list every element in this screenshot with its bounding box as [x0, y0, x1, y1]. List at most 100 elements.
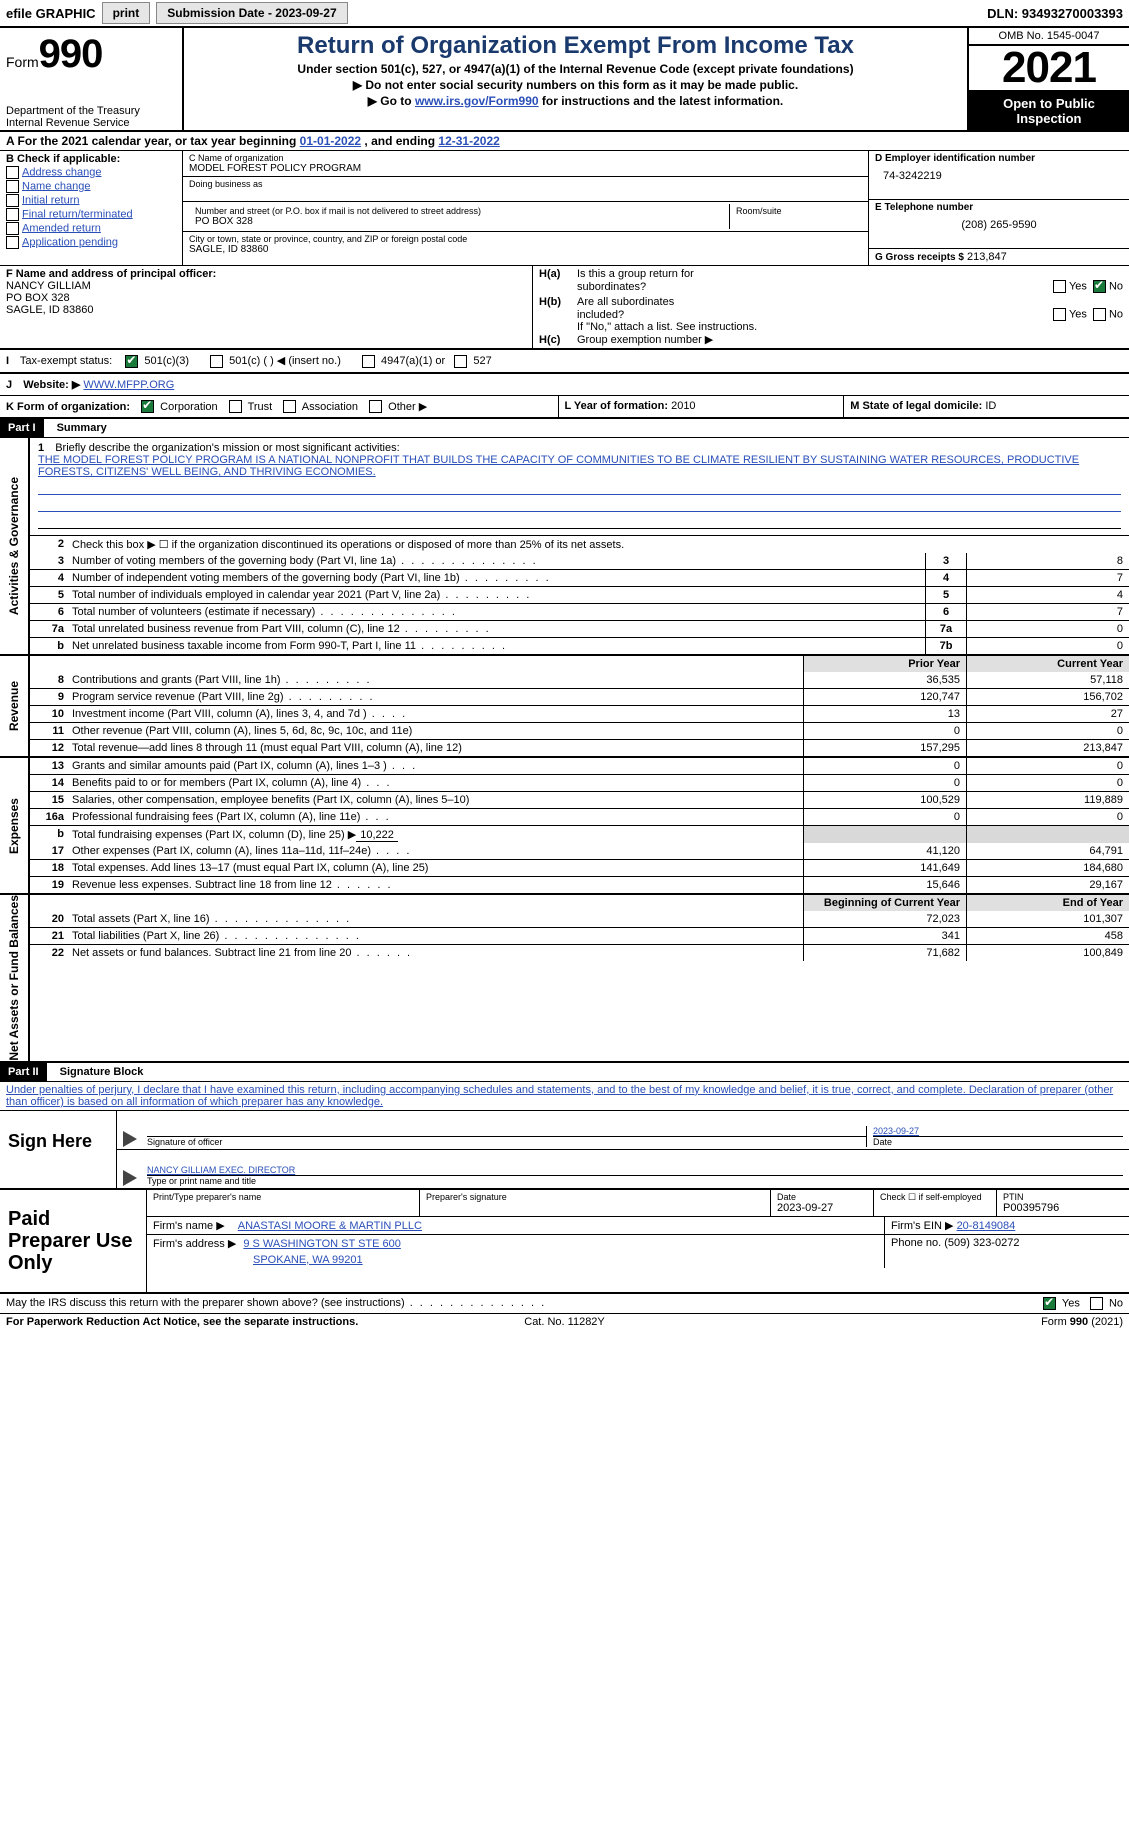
chk-501c[interactable] [210, 355, 223, 368]
prior-year-value: 0 [803, 758, 966, 774]
j-row: J Website: ▶ WWW.MFPP.ORG [0, 374, 1129, 396]
ha-no[interactable] [1093, 280, 1106, 293]
summary-net-assets: Net Assets or Fund Balances Beginning of… [0, 895, 1129, 1063]
summary-row: 18 Total expenses. Add lines 13–17 (must… [30, 859, 1129, 876]
room-suite: Room/suite [729, 204, 862, 229]
org-city: SAGLE, ID 83860 [189, 244, 862, 255]
summary-row: 5 Total number of individuals employed i… [30, 586, 1129, 603]
form-header: Form 990 Department of the Treasury Inte… [0, 28, 1129, 132]
current-year-value: 29,167 [966, 877, 1129, 893]
chk-application-pending[interactable] [6, 236, 19, 249]
summary-activities-governance: Activities & Governance 1 Briefly descri… [0, 438, 1129, 656]
discuss-yes[interactable] [1043, 1297, 1056, 1310]
chk-other[interactable] [369, 400, 382, 413]
current-year-value: 184,680 [966, 860, 1129, 876]
hb-no[interactable] [1093, 308, 1106, 321]
current-year-value: 213,847 [966, 740, 1129, 756]
ha-yes[interactable] [1053, 280, 1066, 293]
officer-name: NANCY GILLIAM [6, 280, 91, 292]
prior-year-value: 141,649 [803, 860, 966, 876]
part2-header-row: Part II Signature Block [0, 1063, 1129, 1082]
firm-name: ANASTASI MOORE & MARTIN PLLC [238, 1220, 422, 1232]
summary-row: 3 Number of voting members of the govern… [30, 553, 1129, 569]
summary-row: 6 Total number of volunteers (estimate i… [30, 603, 1129, 620]
chk-trust[interactable] [229, 400, 242, 413]
footer-form: Form 990 (2021) [605, 1316, 1123, 1328]
efile-label: efile GRAPHIC [6, 6, 96, 21]
officer-signature[interactable]: Signature of officer [147, 1122, 866, 1147]
print-button[interactable]: print [102, 2, 151, 24]
current-year-value: 57,118 [966, 672, 1129, 688]
sign-here-section: Sign Here Signature of officer 2023-09-2… [0, 1111, 1129, 1190]
discuss-with-preparer: May the IRS discuss this return with the… [0, 1294, 1129, 1314]
firm-addr2: SPOKANE, WA 99201 [253, 1254, 878, 1266]
prior-year-value: 0 [803, 775, 966, 791]
gross-receipts: 213,847 [967, 251, 1007, 263]
prior-year-value: 41,120 [803, 843, 966, 859]
chk-assoc[interactable] [283, 400, 296, 413]
current-year-value: 27 [966, 706, 1129, 722]
chk-4947[interactable] [362, 355, 375, 368]
box-c-name-address: C Name of organization MODEL FOREST POLI… [183, 151, 869, 265]
current-year-value: 0 [966, 723, 1129, 739]
part1-label: Part I [0, 419, 44, 437]
penalty-statement: Under penalties of perjury, I declare th… [0, 1082, 1129, 1111]
discuss-no[interactable] [1090, 1297, 1103, 1310]
form-title: Return of Organization Exempt From Incom… [190, 32, 961, 60]
entity-block: B Check if applicable: Address change Na… [0, 151, 1129, 266]
chk-initial-return[interactable] [6, 194, 19, 207]
firm-phone: (509) 323-0272 [944, 1237, 1019, 1249]
sign-date: 2023-09-27 Date [866, 1126, 1123, 1147]
current-year-value: 100,849 [966, 945, 1129, 961]
chk-final-return[interactable] [6, 208, 19, 221]
submission-date-button[interactable]: Submission Date - 2023-09-27 [156, 2, 347, 24]
summary-value: 7 [966, 604, 1129, 620]
line-a-tax-year: A For the 2021 calendar year, or tax yea… [0, 132, 1129, 151]
summary-row: 17 Other expenses (Part IX, column (A), … [30, 843, 1129, 859]
summary-value: 0 [966, 621, 1129, 637]
chk-527[interactable] [454, 355, 467, 368]
subtitle-goto: ▶ Go to www.irs.gov/Form990 for instruct… [190, 94, 961, 108]
prior-year-value: 341 [803, 928, 966, 944]
website-link[interactable]: WWW.MFPP.ORG [83, 379, 174, 391]
chk-address-change[interactable] [6, 166, 19, 179]
summary-row: 7a Total unrelated business revenue from… [30, 620, 1129, 637]
dept-treasury: Department of the Treasury [6, 105, 176, 117]
dept-irs: Internal Revenue Service [6, 117, 176, 129]
ein-value: 74-3242219 [875, 164, 1123, 182]
chk-name-change[interactable] [6, 180, 19, 193]
prior-year-value: 0 [803, 723, 966, 739]
prior-year-value: 36,535 [803, 672, 966, 688]
irs-form990-link[interactable]: www.irs.gov/Form990 [415, 94, 539, 108]
org-street: PO BOX 328 [195, 216, 723, 227]
prior-year-value: 157,295 [803, 740, 966, 756]
summary-row: 15 Salaries, other compensation, employe… [30, 791, 1129, 808]
summary-row: b Net unrelated business taxable income … [30, 637, 1129, 654]
summary-row: 10 Investment income (Part VIII, column … [30, 705, 1129, 722]
hb-yes[interactable] [1053, 308, 1066, 321]
form-number: 990 [39, 32, 103, 77]
prior-year-value: 15,646 [803, 877, 966, 893]
box-h-group: H(a) Is this a group return for subordin… [533, 266, 1129, 348]
chk-amended-return[interactable] [6, 222, 19, 235]
current-year-value: 64,791 [966, 843, 1129, 859]
current-year-value: 156,702 [966, 689, 1129, 705]
vtab-revenue: Revenue [0, 656, 30, 756]
prior-year-value: 13 [803, 706, 966, 722]
header-center: Return of Organization Exempt From Incom… [184, 28, 969, 130]
current-year-value: 0 [966, 809, 1129, 825]
mission-text: THE MODEL FOREST POLICY PROGRAM IS A NAT… [38, 454, 1121, 478]
chk-corp[interactable] [141, 400, 154, 413]
current-year-value: 119,889 [966, 792, 1129, 808]
summary-value: 0 [966, 638, 1129, 654]
i-j-row: I Tax-exempt status: 501(c)(3) 501(c) ( … [0, 349, 1129, 374]
box-f-officer: F Name and address of principal officer:… [0, 266, 533, 348]
footer-paperwork: For Paperwork Reduction Act Notice, see … [6, 1316, 524, 1328]
chk-501c3[interactable] [125, 355, 138, 368]
footer-catno: Cat. No. 11282Y [524, 1316, 605, 1328]
summary-value: 7 [966, 570, 1129, 586]
box-b-check: B Check if applicable: Address change Na… [0, 151, 183, 265]
page-footer: For Paperwork Reduction Act Notice, see … [0, 1314, 1129, 1330]
entity-right-col: D Employer identification number 74-3242… [869, 151, 1129, 265]
prior-year-value: 100,529 [803, 792, 966, 808]
